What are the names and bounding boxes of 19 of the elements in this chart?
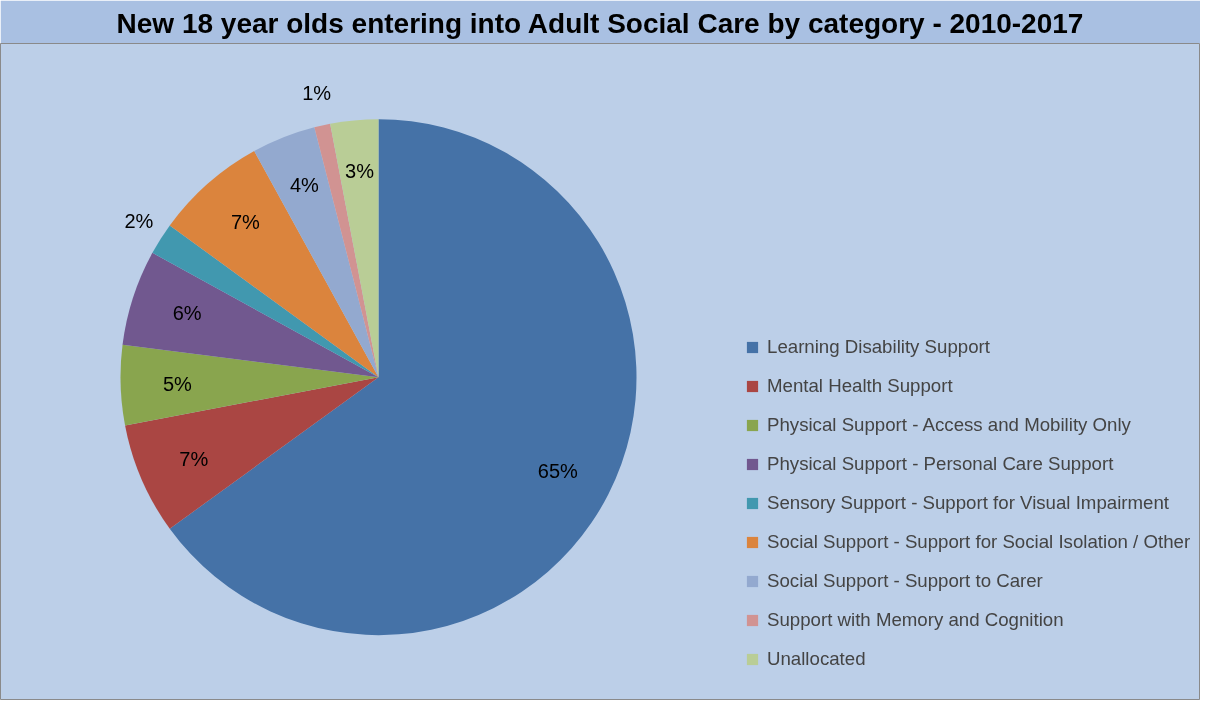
legend-label: Mental Health Support: [767, 375, 953, 397]
legend-label: Support with Memory and Cognition: [767, 609, 1064, 631]
legend-label: Social Support - Support for Social Isolation / Other: [767, 531, 1191, 553]
chart-title: New 18 year olds entering into Adult Social Care by category - 2010-2017: [116, 7, 1084, 39]
data-label: 4%: [289, 174, 320, 197]
data-label: 65%: [537, 459, 579, 482]
data-label: 7%: [230, 211, 261, 234]
data-label: 5%: [162, 372, 193, 395]
data-label: 1%: [302, 81, 332, 104]
data-label: 6%: [172, 302, 202, 325]
legend-label: Unallocated: [767, 648, 866, 670]
legend-label: Physical Support - Access and Mobility Only: [767, 414, 1131, 436]
data-label: 3%: [345, 160, 375, 183]
data-label: 2%: [124, 210, 154, 233]
legend-label: Physical Support - Personal Care Support: [767, 453, 1114, 475]
legend-label: Learning Disability Support: [767, 336, 990, 358]
data-label: 7%: [179, 448, 209, 471]
legend-label: Social Support - Support to Carer: [767, 570, 1043, 592]
legend-label: Sensory Support - Support for Visual Impairment: [767, 492, 1169, 514]
